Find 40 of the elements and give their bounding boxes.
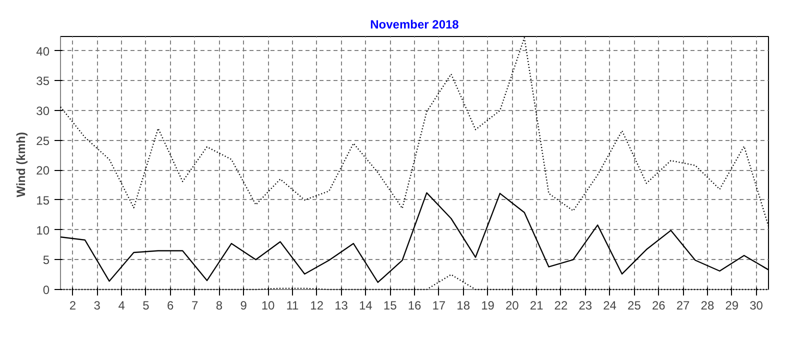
x-tick-label: 24 — [603, 298, 617, 312]
x-tick-label: 12 — [310, 298, 324, 312]
x-tick-label: 2 — [69, 298, 76, 312]
x-tick-label: 27 — [676, 298, 690, 312]
y-tick-label: 40 — [36, 44, 50, 58]
x-tick-label: 21 — [530, 298, 544, 312]
x-tick-label: 26 — [652, 298, 666, 312]
x-tick-label: 29 — [725, 298, 739, 312]
x-tick-label: 13 — [334, 298, 348, 312]
x-tick-label: 25 — [628, 298, 642, 312]
x-tick-label: 7 — [191, 298, 198, 312]
x-tick-label: 15 — [383, 298, 398, 312]
y-axis-title: Wind (kmh) — [14, 132, 28, 198]
x-tick-label: 4 — [118, 298, 126, 312]
y-tick-label: 10 — [36, 223, 50, 238]
x-tick-label: 17 — [432, 298, 446, 312]
x-tick-label: 28 — [700, 298, 714, 312]
x-tick-label: 3 — [94, 298, 101, 312]
x-tick-label: 20 — [505, 298, 520, 312]
x-tick-label: 5 — [142, 298, 150, 312]
x-tick-label: 6 — [167, 298, 174, 312]
x-tick-label: 23 — [578, 298, 592, 312]
x-tick-label: 10 — [261, 298, 276, 312]
chart-title: November 2018 — [370, 18, 460, 32]
x-tick-label: 9 — [240, 298, 248, 312]
x-tick-label: 14 — [359, 298, 373, 312]
x-tick-label: 8 — [216, 298, 223, 312]
x-tick-label: 19 — [481, 298, 495, 312]
y-tick-label: 0 — [42, 283, 50, 297]
y-tick-label: 35 — [36, 74, 50, 88]
y-tick-label: 30 — [36, 104, 50, 118]
x-tick-label: 18 — [456, 298, 470, 312]
y-tick-label: 25 — [36, 134, 50, 148]
x-tick-label: 16 — [408, 298, 422, 312]
x-tick-label: 11 — [286, 298, 299, 312]
y-tick-label: 15 — [36, 193, 50, 208]
y-tick-label: 5 — [42, 253, 50, 268]
x-tick-label: 22 — [554, 298, 568, 312]
x-tick-label: 30 — [750, 298, 764, 312]
y-tick-label: 20 — [36, 164, 50, 178]
